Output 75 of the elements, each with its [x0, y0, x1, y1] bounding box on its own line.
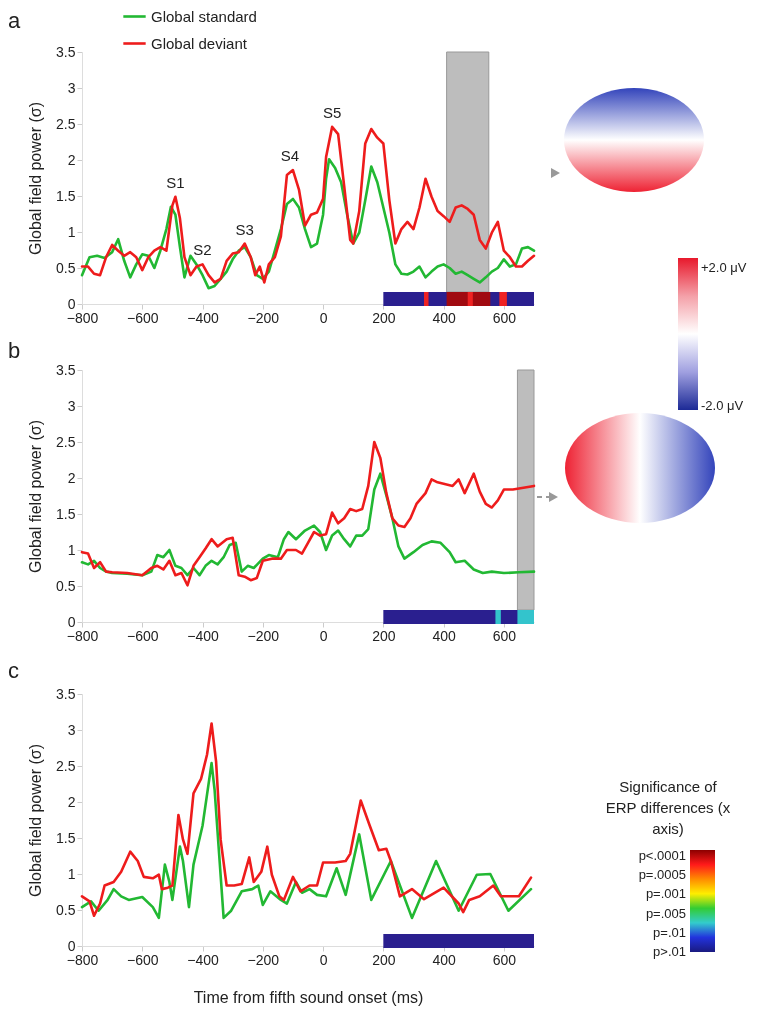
- y-tick-label: 1.5: [56, 187, 76, 204]
- text: p=.005: [645, 905, 686, 921]
- x-tick-label: 0: [319, 951, 328, 968]
- x-tick-label: −400: [187, 309, 220, 326]
- text: -2.0 μV: [701, 398, 744, 413]
- y-tick-label: 1: [67, 223, 76, 240]
- y-tick-label: 3: [67, 79, 76, 96]
- y-tick-label: 1.5: [56, 829, 76, 846]
- y-tick-label: 0.5: [56, 577, 76, 594]
- text: p>.01: [653, 944, 686, 959]
- line-series: [80, 761, 533, 920]
- y-tick-label: 3.5: [56, 43, 76, 60]
- x-tick-label: 400: [432, 309, 456, 326]
- y-tick-label: 2: [67, 151, 76, 168]
- y-tick-label: 3: [67, 397, 76, 414]
- x-tick-label: −600: [126, 951, 159, 968]
- x-tick-label: −800: [66, 309, 99, 326]
- y-tick-label: 3.5: [56, 685, 76, 702]
- y-tick-label: 1: [67, 865, 76, 882]
- text: p=.0005: [638, 867, 686, 883]
- y-tick-label: 0.5: [56, 259, 76, 276]
- y-tick-label: 2.5: [56, 115, 76, 132]
- y-tick-label: 3: [67, 721, 76, 738]
- x-tick-label: −600: [126, 627, 159, 644]
- y-tick-label: 2.5: [56, 433, 76, 450]
- x-tick-label: 600: [492, 951, 517, 968]
- y-tick-label: 2.5: [56, 757, 76, 774]
- x-tick-label: −200: [247, 309, 280, 326]
- annotation: S2: [193, 241, 212, 259]
- x-axis-title: Time from fifth sound onset (ms): [193, 988, 424, 1006]
- x-tick-label: −200: [247, 627, 280, 644]
- x-tick-label: −400: [187, 627, 220, 644]
- x-tick-label: 400: [432, 951, 456, 968]
- x-tick-label: 200: [372, 951, 396, 968]
- x-tick-label: 200: [372, 309, 396, 326]
- x-tick-label: −800: [66, 951, 99, 968]
- y-tick-label: 1.5: [56, 505, 76, 522]
- text: p=.001: [645, 886, 686, 902]
- x-tick-label: −400: [187, 951, 220, 968]
- annotation: S1: [166, 173, 185, 191]
- text: p<.0001: [638, 848, 686, 863]
- legend-label: Global deviant: [151, 34, 248, 52]
- y-tick-label: 2: [67, 793, 76, 810]
- x-tick-label: 0: [319, 627, 328, 644]
- x-tick-label: 600: [492, 309, 517, 326]
- x-tick-label: 600: [492, 627, 517, 644]
- legend-label: Global standard: [151, 7, 257, 25]
- annotation: S4: [280, 147, 300, 165]
- x-tick-label: 200: [372, 627, 396, 644]
- chart-title: b: [8, 338, 21, 363]
- text: Significance of ERP differences (x axis): [605, 778, 731, 837]
- y-tick-label: 0.5: [56, 901, 76, 918]
- line-series: [80, 125, 536, 284]
- y-axis-title: Global field power (σ): [27, 419, 45, 574]
- y-tick-label: 0: [67, 937, 76, 954]
- y-tick-label: 0: [67, 613, 76, 630]
- x-tick-label: 0: [319, 309, 328, 326]
- text: +2.0 μV: [701, 260, 747, 275]
- text: p=.01: [653, 924, 686, 940]
- x-tick-label: −600: [126, 309, 159, 326]
- annotation: S3: [235, 220, 254, 238]
- annotation: S5: [322, 103, 342, 121]
- chart-title: c: [8, 658, 19, 683]
- x-tick-label: −200: [247, 951, 280, 968]
- y-tick-label: 2: [67, 469, 76, 486]
- y-tick-label: 1: [67, 541, 76, 558]
- y-axis-title: Global field power (σ): [27, 743, 45, 898]
- line-series: [80, 440, 536, 587]
- chart-title: a: [8, 8, 21, 33]
- line-series: [80, 722, 533, 918]
- y-axis-title: Global field power (σ): [27, 101, 45, 256]
- y-tick-label: 3.5: [56, 361, 76, 378]
- x-tick-label: 400: [432, 627, 456, 644]
- y-tick-label: 0: [67, 295, 76, 312]
- x-tick-label: −800: [66, 627, 99, 644]
